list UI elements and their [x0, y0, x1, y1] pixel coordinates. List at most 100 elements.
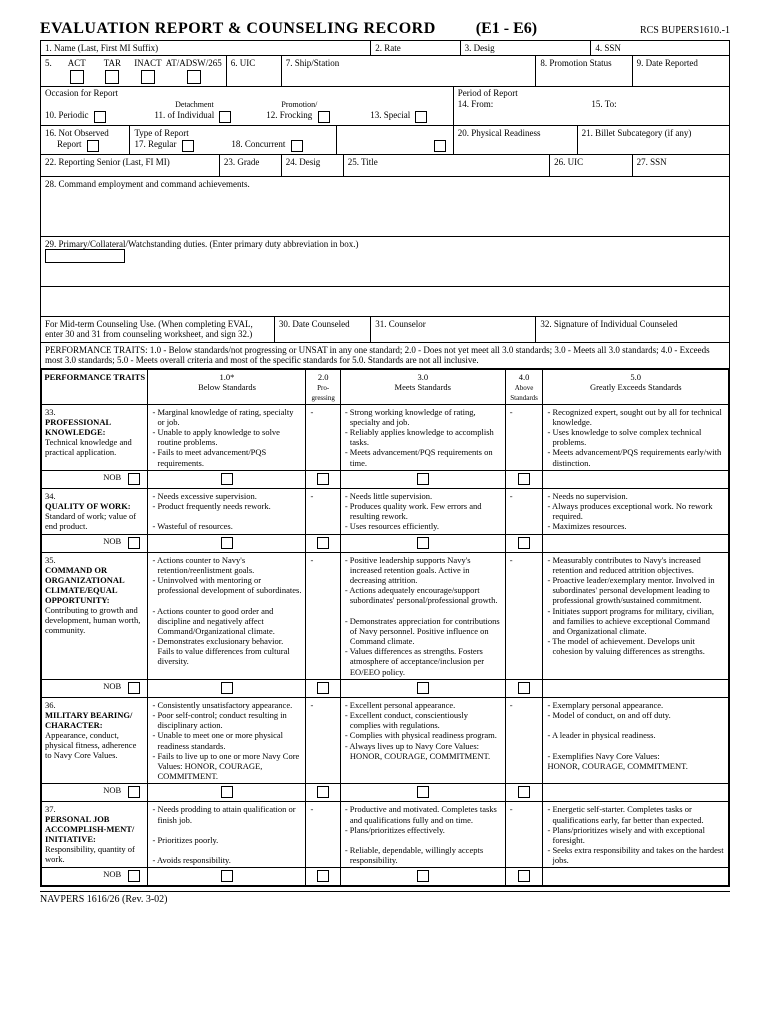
trait-4-above: -: [505, 802, 543, 868]
field-counselor[interactable]: 31. Counselor: [371, 317, 536, 342]
duty-abbrev-box[interactable]: [45, 249, 125, 263]
trait-3-nob: NOB: [42, 784, 148, 802]
checkbox-special[interactable]: [415, 111, 427, 123]
field-duties[interactable]: 29. Primary/Collateral/Watchstanding dut…: [41, 237, 729, 286]
checkbox-2-4[interactable]: [518, 682, 530, 694]
field-date-counseled[interactable]: 30. Date Counseled: [275, 317, 371, 342]
field-command-employment[interactable]: 28. Command employment and command achie…: [41, 177, 729, 236]
checkbox-4-1[interactable]: [221, 870, 233, 882]
checkbox-nob-2[interactable]: [128, 682, 140, 694]
checkbox-act[interactable]: [70, 70, 84, 84]
trait-1-prog: -: [306, 488, 340, 534]
checkbox-regular[interactable]: [182, 140, 194, 152]
label-atadsw: AT/ADSW/265: [166, 58, 222, 68]
checkbox-nob-4[interactable]: [128, 870, 140, 882]
field-ssn[interactable]: 4. SSN: [591, 41, 729, 55]
checkbox-0-2[interactable]: [317, 473, 329, 485]
label-frock-b: 12. Frocking: [266, 110, 312, 120]
label-periodic: 10. Periodic: [45, 110, 89, 120]
perf-intro: PERFORMANCE TRAITS: 1.0 - Below standard…: [41, 343, 729, 368]
checkbox-atadsw[interactable]: [187, 70, 201, 84]
checkbox-3-2[interactable]: [317, 786, 329, 798]
trait-4-prog: -: [306, 802, 340, 868]
trait-0-nob: NOB: [42, 470, 148, 488]
cb-1-3: [340, 534, 505, 552]
cb-1-4: [505, 534, 543, 552]
label-concurrent: 18. Concurrent: [231, 139, 285, 149]
checkbox-0-4[interactable]: [518, 473, 530, 485]
checkbox-1-2[interactable]: [317, 537, 329, 549]
field-promo-status[interactable]: 8. Promotion Status: [536, 56, 632, 86]
checkbox-1-4[interactable]: [518, 537, 530, 549]
field-name[interactable]: 1. Name (Last, First MI Suffix): [41, 41, 371, 55]
checkbox-2-1[interactable]: [221, 682, 233, 694]
checkbox-2-2[interactable]: [317, 682, 329, 694]
checkbox-periodic[interactable]: [94, 111, 106, 123]
trait-1-meets: - Needs little supervision.- Produces qu…: [340, 488, 505, 534]
trait-1-nob: NOB: [42, 534, 148, 552]
checkbox-nob-0[interactable]: [128, 473, 140, 485]
checkbox-nob-1[interactable]: [128, 537, 140, 549]
checkbox-2-3[interactable]: [417, 682, 429, 694]
checkbox-1-1[interactable]: [221, 537, 233, 549]
field-reporting-senior[interactable]: 22. Reporting Senior (Last, FI MI): [41, 155, 220, 176]
periodic-group: 10. Periodic: [45, 109, 142, 123]
trait-2-label: 35.COMMAND OR ORGANIZATIONAL CLIMATE/EQU…: [42, 552, 148, 679]
cb-0-3: [340, 470, 505, 488]
checkbox-nob-3[interactable]: [128, 786, 140, 798]
field-physical[interactable]: 20. Physical Readiness: [454, 126, 578, 154]
checkbox-concurrent[interactable]: [291, 140, 303, 152]
field-date-reported[interactable]: 9. Date Reported: [633, 56, 729, 86]
field-to[interactable]: 15. To:: [591, 99, 725, 109]
field-ship[interactable]: 7. Ship/Station: [282, 56, 537, 86]
label-detach-b: 11. of Individual: [154, 110, 214, 120]
label-tar: TAR: [104, 58, 121, 68]
trait-2-nob: NOB: [42, 679, 148, 697]
field-grade[interactable]: 23. Grade: [220, 155, 282, 176]
label-duties: 29. Primary/Collateral/Watchstanding dut…: [45, 239, 358, 249]
checkbox-3-4[interactable]: [518, 786, 530, 798]
trait-1-label: 34.QUALITY OF WORK:Standard of work; val…: [42, 488, 148, 534]
label-5: 5.: [45, 58, 59, 68]
checkbox-4-2[interactable]: [317, 870, 329, 882]
trait-3-prog: -: [306, 697, 340, 784]
cb-2-3: [340, 679, 505, 697]
checkbox-3-1[interactable]: [221, 786, 233, 798]
act-group: ACT: [59, 58, 95, 84]
trait-4-nob: NOB: [42, 868, 148, 886]
trait-3-above: -: [505, 697, 543, 784]
trait-4-exceeds: - Energetic self-starter. Completes task…: [543, 802, 729, 868]
field-title[interactable]: 25. Title: [344, 155, 550, 176]
checkbox-extra[interactable]: [434, 140, 446, 152]
field-signature[interactable]: 32. Signature of Individual Counseled: [536, 317, 729, 342]
field-ssn2[interactable]: 27. SSN: [633, 155, 729, 176]
checkbox-4-3[interactable]: [417, 870, 429, 882]
trait-1-below: - Needs excessive supervision.- Product …: [148, 488, 306, 534]
cb-4-3: [340, 868, 505, 886]
checkbox-detach[interactable]: [219, 111, 231, 123]
cb-3-2: [306, 784, 340, 802]
trait-2-below: - Actions counter to Navy's retention/re…: [148, 552, 306, 679]
checkbox-0-3[interactable]: [417, 473, 429, 485]
field-rate[interactable]: 2. Rate: [371, 41, 460, 55]
field-desig2[interactable]: 24. Desig: [282, 155, 344, 176]
field-uic[interactable]: 6. UIC: [227, 56, 282, 86]
checkbox-4-4[interactable]: [518, 870, 530, 882]
field-from[interactable]: 14. From:: [458, 99, 592, 109]
form-title: EVALUATION REPORT & COUNSELING RECORD: [40, 20, 436, 38]
checkbox-tar[interactable]: [105, 70, 119, 84]
checkbox-0-1[interactable]: [221, 473, 233, 485]
rcs-code: RCS BUPERS1610.-1: [640, 25, 730, 36]
checkbox-notobs[interactable]: [87, 140, 99, 152]
field-desig[interactable]: 3. Desig: [461, 41, 592, 55]
checkbox-frock[interactable]: [318, 111, 330, 123]
checkbox-3-3[interactable]: [417, 786, 429, 798]
checkbox-inact[interactable]: [141, 70, 155, 84]
checkbox-1-3[interactable]: [417, 537, 429, 549]
label-special: 13. Special: [370, 110, 410, 120]
trait-1-above: -: [505, 488, 543, 534]
cb-2-2: [306, 679, 340, 697]
field-uic2[interactable]: 26. UIC: [550, 155, 633, 176]
field-billet[interactable]: 21. Billet Subcategory (if any): [578, 126, 729, 154]
detach-group: Detachment 11. of Individual: [142, 99, 247, 123]
